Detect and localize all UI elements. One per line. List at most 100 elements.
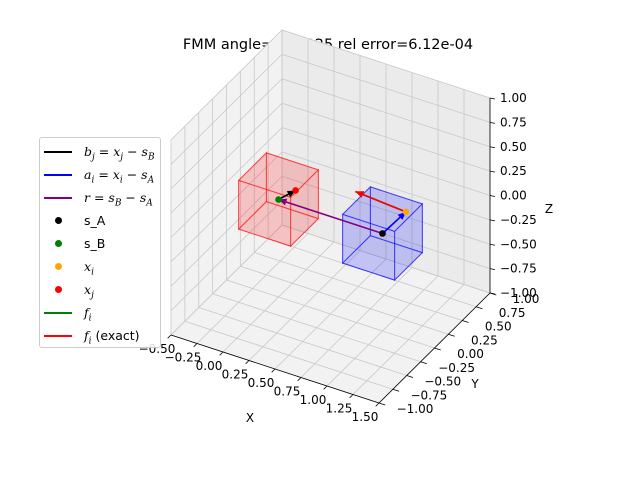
y-tick — [392, 388, 400, 392]
z-tick — [489, 292, 496, 295]
legend-entry: bj = xj − sB — [40, 141, 162, 163]
legend-entry: fi (exact) — [40, 325, 162, 347]
y-tick — [434, 347, 441, 351]
data-marks — [237, 151, 424, 282]
z-tick — [489, 146, 496, 149]
grid-left-z — [170, 102, 283, 214]
grid-lines — [170, 29, 491, 404]
legend-line-swatch — [44, 335, 72, 337]
y-tick-label: 1.00 — [513, 292, 540, 306]
x-tick — [271, 368, 276, 373]
x-tick — [245, 360, 250, 365]
box-B-face — [237, 152, 320, 198]
y-tick — [378, 402, 386, 406]
tick-labels: −0.50−0.250.000.250.500.751.001.251.50−1… — [139, 91, 540, 424]
grid-floor-y — [281, 224, 491, 294]
x-axis-label: X — [246, 411, 254, 425]
x-tick — [167, 334, 172, 339]
z-tick — [489, 97, 496, 100]
x-tick — [323, 385, 328, 390]
grid-floor-y — [254, 252, 463, 321]
legend-label: fi (exact) — [84, 328, 140, 347]
y-tick-label: −0.25 — [438, 361, 475, 375]
x-tick-label: 1.50 — [352, 410, 379, 424]
y-tick — [406, 375, 414, 378]
legend-dot-swatch — [55, 240, 62, 247]
legend-dot-swatch — [55, 263, 62, 270]
y-tick-label: 0.75 — [499, 306, 526, 320]
x-tick — [349, 394, 354, 399]
grid-floor-x — [326, 275, 439, 387]
legend-line-swatch — [44, 312, 72, 314]
legend-entry: s_B — [40, 233, 162, 255]
box-A-face — [394, 202, 423, 282]
point-s-B — [275, 196, 282, 203]
legend-entry: xj — [40, 279, 162, 301]
legend-label: fi — [84, 305, 92, 324]
legend-label: s_A — [84, 213, 106, 228]
y-tick-label: −0.50 — [424, 375, 461, 389]
x-tick — [375, 402, 380, 407]
y-tick-label: 0.50 — [485, 320, 512, 334]
y-tick-label: 0.25 — [471, 333, 498, 347]
box-A-face — [341, 235, 424, 281]
point-x-j — [292, 187, 299, 194]
z-tick-label: 0.25 — [500, 164, 527, 178]
x-tick-label: 1.00 — [300, 393, 327, 407]
x-tick-label: 0.50 — [248, 376, 275, 390]
legend-label: xi — [84, 259, 94, 278]
y-tick — [476, 306, 483, 310]
z-tick — [489, 219, 496, 222]
grid-right-z — [281, 53, 491, 123]
grid-left-z — [170, 29, 283, 141]
z-tick — [489, 195, 496, 197]
y-tick-label: −1.00 — [397, 402, 434, 416]
vector-r — [278, 198, 383, 235]
legend-label: xj — [84, 282, 94, 301]
z-tick — [489, 243, 496, 246]
legend-entry: s_A — [40, 210, 162, 232]
legend-entry: r = sB − sA — [40, 187, 162, 209]
vector-f-i-exact-head — [355, 191, 365, 198]
legend-line-swatch — [44, 174, 72, 176]
point-s-A — [379, 230, 386, 237]
y-tick-label: 0.00 — [457, 347, 484, 361]
legend-entry: fi — [40, 302, 162, 324]
z-tick — [489, 121, 496, 124]
grid-right-z — [281, 127, 491, 196]
z-tick-label: 0.00 — [500, 189, 527, 203]
x-tick-label: −0.25 — [165, 351, 202, 365]
grid-floor-y — [226, 279, 435, 349]
z-tick-label: −0.25 — [500, 213, 537, 227]
legend-label: r = sB − sA — [84, 190, 153, 209]
grid-left-z — [170, 127, 283, 238]
legend-label: bj = xj − sB — [84, 144, 155, 163]
grid-floor-y — [268, 238, 477, 308]
y-tick — [420, 361, 427, 365]
grid-floor-y — [240, 265, 449, 335]
grid-left-z — [170, 78, 283, 190]
legend-line-swatch — [44, 197, 72, 199]
z-tick-label: 0.75 — [500, 115, 527, 129]
x-tick — [297, 377, 302, 382]
grid-left-z — [170, 54, 283, 165]
y-tick-label: −0.75 — [410, 388, 447, 402]
box-B-face — [237, 201, 320, 247]
x-tick-label: 0.00 — [196, 359, 223, 373]
vector-f-i-exact — [355, 190, 407, 213]
z-tick-label: −0.75 — [500, 262, 537, 276]
legend-label: s_B — [84, 236, 106, 251]
y-tick — [462, 320, 469, 323]
legend-entry: ai = xi − sA — [40, 164, 162, 186]
legend-label: ai = xi − sA — [84, 167, 155, 186]
x-tick — [219, 351, 224, 356]
legend-dot-swatch — [55, 286, 62, 293]
z-axis-label: Z — [545, 202, 553, 216]
x-tick-label: 1.25 — [326, 402, 353, 416]
legend: bj = xj − sB ai = xi − sA r = sB − sA s_A s_… — [39, 137, 161, 348]
box-B-face — [238, 151, 267, 231]
z-tick-label: −1.00 — [500, 286, 537, 300]
grid-right-z — [281, 29, 491, 99]
grid-right-z — [281, 102, 491, 172]
